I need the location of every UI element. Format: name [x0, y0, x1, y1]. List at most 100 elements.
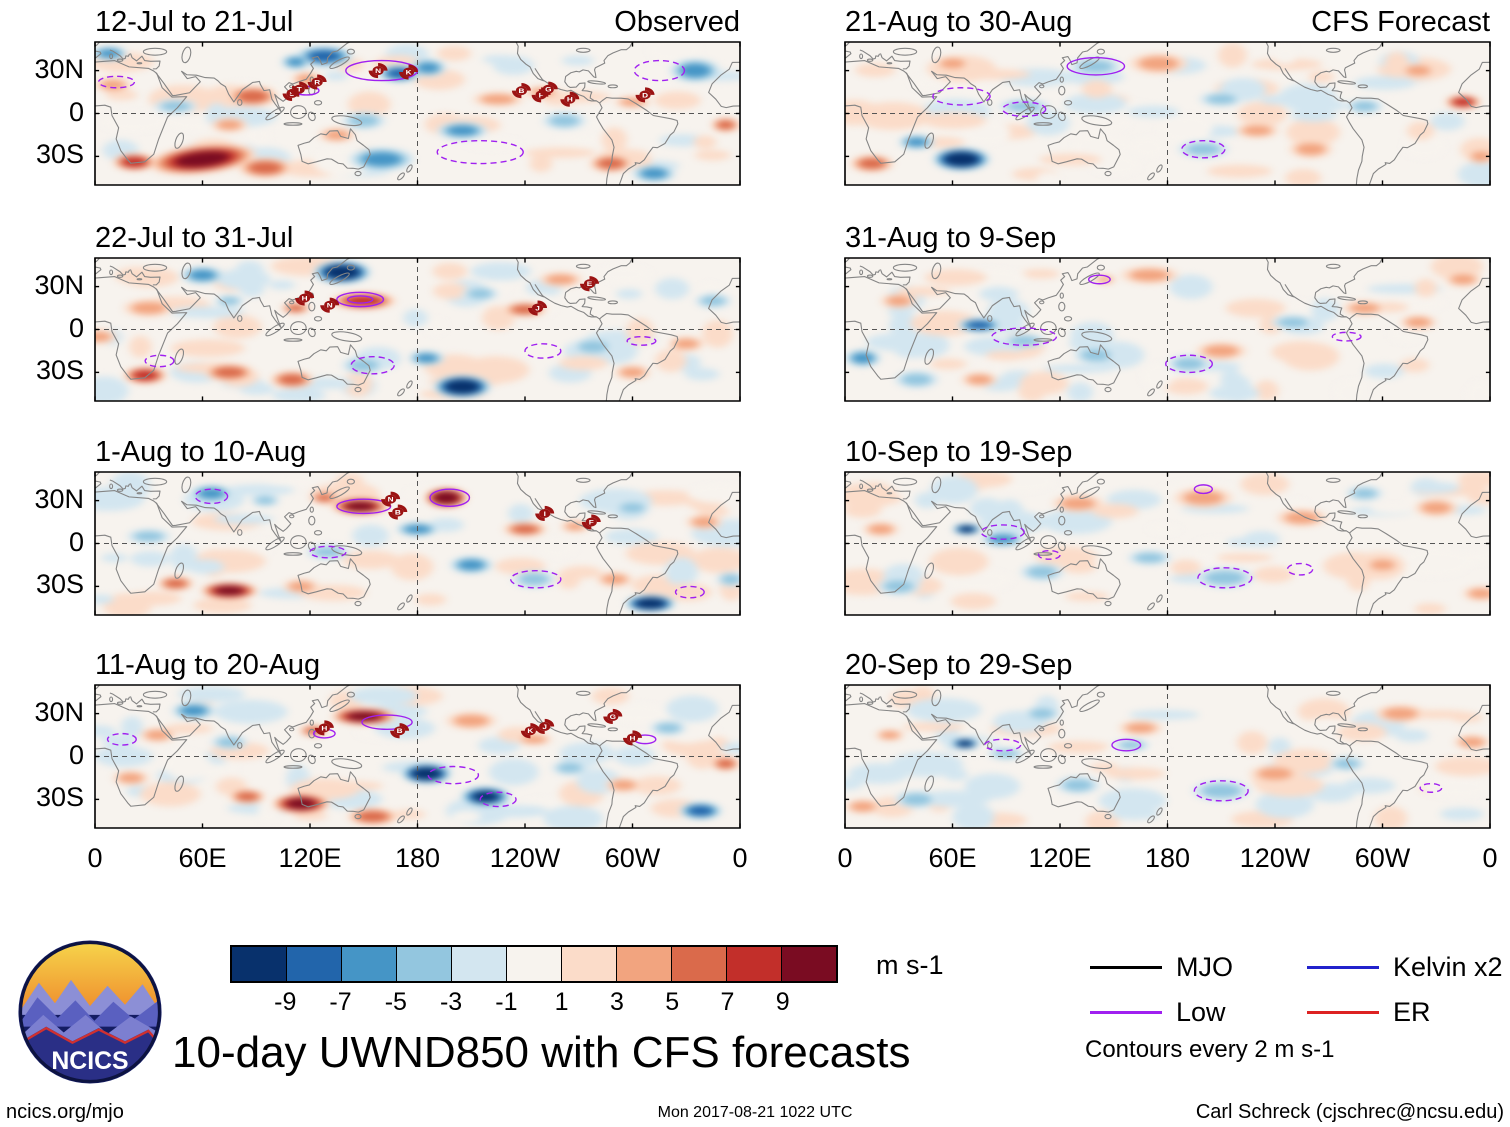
kelvin-line-swatch	[1307, 966, 1379, 969]
colorbar-tick-label: -7	[329, 988, 352, 1016]
svg-text:D: D	[642, 91, 649, 99]
map-canvas: STRNKBFGHD	[95, 42, 740, 185]
storm-symbol: N	[320, 297, 340, 313]
legend-label-low: Low	[1176, 997, 1226, 1027]
map-canvas	[845, 685, 1490, 828]
x-axis-label: 0	[837, 843, 853, 873]
storm-symbol: K	[520, 723, 540, 739]
x-axis-label: 0	[87, 843, 103, 873]
svg-text:K: K	[406, 68, 413, 76]
legend-note: Contours every 2 m s-1	[1085, 1036, 1335, 1063]
colorbar-segment	[507, 947, 562, 981]
logo-text: NCICS	[51, 1048, 128, 1075]
low-contour	[1089, 275, 1111, 284]
storm-symbol: H	[623, 730, 642, 746]
logo-mountains-mid	[21, 997, 159, 1027]
column-tag-observed: Observed	[614, 6, 740, 38]
y-axis-label: 0	[68, 312, 84, 343]
svg-text:H: H	[567, 95, 573, 103]
svg-text:G: G	[610, 713, 617, 721]
colorbar-segment	[672, 947, 727, 981]
storm-symbol: I	[535, 505, 555, 522]
colorbar-segment	[617, 947, 672, 981]
svg-text:H: H	[321, 724, 327, 732]
coastlines	[845, 685, 1490, 828]
storm-symbol: G	[603, 708, 623, 725]
low-contour	[1198, 568, 1252, 588]
storm-symbol: N	[381, 491, 401, 507]
low-contour	[362, 715, 412, 729]
low-contour	[108, 734, 137, 745]
low-contour	[1194, 781, 1248, 801]
y-axis-label: 30N	[34, 269, 84, 300]
coastlines	[845, 472, 1490, 615]
svg-text:N: N	[388, 495, 394, 503]
colorbar-segment	[397, 947, 452, 981]
coastlines	[95, 685, 740, 828]
colorbar-tick-label: -5	[384, 988, 407, 1016]
svg-text:J: J	[542, 723, 547, 731]
map-canvas: H N J E	[95, 258, 740, 401]
y-axis-label: 30N	[34, 53, 84, 84]
panel-title-row-1: 12-Jul to 21-Jul Observed	[95, 6, 740, 39]
svg-text:B: B	[395, 508, 402, 516]
column-tag-forecast: CFS Forecast	[1311, 6, 1490, 38]
colorbar-tick-label: -9	[274, 988, 297, 1016]
coastlines	[95, 258, 740, 401]
low-contour	[525, 344, 561, 358]
low-contour	[1112, 739, 1141, 750]
legend-item-mjo: MJO	[1090, 952, 1233, 983]
low-contour	[933, 88, 990, 105]
svg-text:G: G	[545, 85, 552, 93]
x-axis-label: 0	[1482, 843, 1498, 873]
x-axis-label: 120W	[1239, 843, 1311, 873]
low-contour	[310, 546, 346, 557]
storm-symbol: J	[535, 718, 555, 735]
coastlines	[95, 472, 740, 615]
x-axis-label: 0	[732, 843, 748, 873]
svg-text:F: F	[539, 91, 545, 99]
y-axis-label: 30S	[35, 139, 84, 170]
storm-symbol: B	[388, 504, 408, 520]
legend-item-kelvin: Kelvin x2	[1307, 952, 1503, 983]
coastlines	[95, 42, 740, 185]
low-contour	[627, 337, 656, 346]
svg-text:K: K	[527, 727, 534, 735]
low-contour	[351, 357, 394, 374]
low-contour	[981, 525, 1024, 539]
svg-text:B: B	[518, 87, 525, 95]
x-axis-label: 120E	[1028, 843, 1092, 873]
panel-title: 10-Sep to 19-Sep	[845, 436, 1073, 468]
svg-text:E: E	[587, 280, 593, 288]
storm-symbol: K	[399, 64, 419, 80]
svg-text:B: B	[397, 727, 404, 735]
panel-title: 21-Aug to 30-Aug	[845, 6, 1073, 38]
y-axis-label: 30S	[35, 355, 84, 386]
low-contour	[511, 571, 561, 588]
x-axis-label: 60W	[604, 843, 661, 873]
ncics-logo-graphic: NCICS	[18, 940, 162, 1084]
logo-mountains-back	[21, 979, 159, 1015]
colorbar-segment	[562, 947, 617, 981]
footer-author: Carl Schreck (cjschrec@ncsu.edu)	[1195, 1101, 1504, 1123]
colorbar-tick-label: 7	[720, 988, 735, 1016]
low-contour	[1166, 355, 1213, 372]
low-contour	[1182, 141, 1225, 158]
low-contour	[195, 489, 227, 503]
map-panel-observed-2: H N J E	[95, 258, 740, 401]
low-contour	[992, 328, 1056, 345]
svg-text:N: N	[375, 67, 381, 75]
storm-symbol: J	[528, 300, 548, 316]
map-canvas	[845, 42, 1490, 185]
low-contour	[1067, 58, 1124, 75]
mjo-line-swatch	[1090, 966, 1162, 969]
low-contour	[634, 61, 684, 81]
low-contour	[337, 292, 384, 306]
colorbar-segment	[782, 947, 836, 981]
storm-symbol: H	[295, 290, 315, 306]
storm-symbol: N	[368, 63, 388, 79]
low-contour	[1332, 332, 1361, 341]
storm-symbol: B	[511, 83, 531, 99]
colorbar-tick-label: 9	[775, 988, 790, 1016]
